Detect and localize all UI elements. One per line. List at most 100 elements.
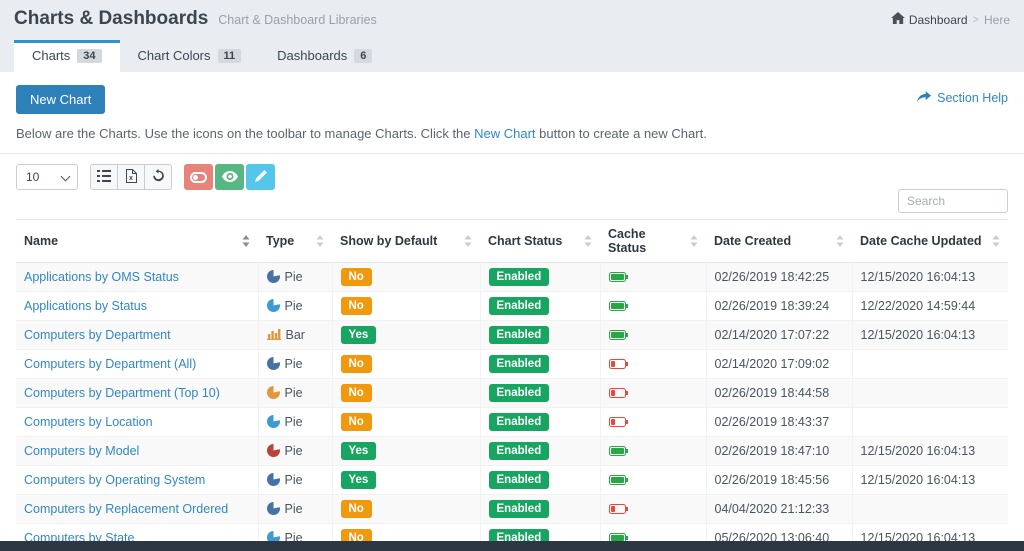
type-label: Pie [284,415,303,429]
export-excel-button[interactable]: x [117,164,145,190]
table-row: Computers by Location Pie No Enabled 02/26/2… [16,407,1008,437]
battery-full-icon [608,272,628,282]
pie-chart-icon [266,357,280,370]
cell-cache-status [599,465,706,495]
table-row: Applications by OMS Status Pie No Enabled 02… [16,262,1008,292]
refresh-button[interactable] [144,164,172,190]
cell-type: Pie [257,262,332,292]
cell-show-by-default: No [331,494,480,524]
show-by-default-badge: Yes [340,471,377,489]
charts-table: Name Type Show by Default Chart Status C… [16,219,1008,551]
cell-date-cache-updated: 12/15/2020 16:04:13 [851,320,1008,350]
chart-name-link[interactable]: Computers by Department [24,328,171,342]
cell-type: Pie [257,494,332,524]
pie-chart-icon [266,270,280,283]
cell-date-cache-updated: 12/15/2020 16:04:13 [851,465,1008,495]
column-header-show-by-default[interactable]: Show by Default [332,219,480,263]
eye-icon [221,170,238,185]
chart-name-link[interactable]: Computers by Department (All) [24,357,197,371]
breadcrumb: Dashboard > Here [890,8,1010,27]
table-row: Computers by Department (All) Pie No Enable… [16,349,1008,379]
list-view-button[interactable] [90,164,118,190]
cell-date-created: 02/26/2019 18:45:56 [705,465,852,495]
tab-bar: Charts 34 Chart Colors 11 Dashboards 6 [14,40,1010,72]
toggle-status-button[interactable] [184,164,213,190]
cell-date-cache-updated [851,494,1008,524]
toggle-icon [190,171,207,183]
battery-full-icon [608,475,628,485]
cell-type: Pie [257,349,332,379]
cell-cache-status [599,436,706,466]
chart-name-link[interactable]: Computers by Model [24,444,140,458]
cell-chart-status: Enabled [479,291,600,321]
column-header-date-created[interactable]: Date Created [706,219,852,263]
page-size-select[interactable]: 10 [16,164,78,190]
pie-chart-icon [266,415,280,428]
cell-type: Pie [257,291,332,321]
cell-type: Pie [257,378,332,408]
column-header-name[interactable]: Name [16,219,258,263]
cell-date-cache-updated: 12/15/2020 16:04:13 [851,262,1008,292]
chart-name-link[interactable]: Computers by Department (Top 10) [24,386,220,400]
chart-name-link[interactable]: Computers by Operating System [24,473,206,487]
sort-icon [584,235,592,247]
cell-date-cache-updated [851,349,1008,379]
table-row: Computers by Department Bar Yes Enabled 02/1… [16,320,1008,350]
cell-date-cache-updated: 12/15/2020 16:04:13 [851,436,1008,466]
cell-chart-status: Enabled [479,349,600,379]
breadcrumb-dashboard-link[interactable]: Dashboard [890,12,968,27]
cell-type: Pie [257,407,332,437]
section-help-link[interactable]: Section Help [917,91,1008,105]
chart-status-badge: Enabled [488,297,550,315]
new-chart-inline-link[interactable]: New Chart [474,126,536,141]
column-header-date-cache-updated[interactable]: Date Cache Updated [852,219,1008,263]
tab-charts[interactable]: Charts 34 [14,40,120,72]
column-header-type[interactable]: Type [258,219,332,263]
type-label: Pie [284,357,303,371]
cell-date-created: 02/26/2019 18:47:10 [705,436,852,466]
cell-chart-status: Enabled [479,262,600,292]
tab-dashboards[interactable]: Dashboards 6 [259,40,390,72]
pie-chart-icon [266,531,280,544]
page-description: Below are the Charts. Use the icons on t… [16,126,707,141]
cell-chart-status: Enabled [479,407,600,437]
chart-name-link[interactable]: Applications by Status [24,299,147,313]
type-label: Pie [284,386,303,400]
type-label: Pie [284,299,303,313]
tab-chart-colors[interactable]: Chart Colors 11 [120,40,260,72]
breadcrumb-current: Here [983,12,1010,27]
page-header: Charts & Dashboards Chart & Dashboard Li… [0,0,1024,72]
cell-date-created: 02/14/2020 17:07:22 [705,320,852,350]
new-chart-button[interactable]: New Chart [16,85,106,114]
search-input[interactable] [898,189,1008,213]
chart-name-link[interactable]: Computers by Replacement Ordered [24,502,229,516]
chart-status-badge: Enabled [488,413,550,431]
cell-date-created: 02/26/2019 18:43:37 [705,407,852,437]
column-header-cache-status[interactable]: Cache Status [600,219,706,263]
edit-button[interactable] [246,164,275,190]
cell-show-by-default: No [331,407,480,437]
main-content: New Chart Section Help Below are the Cha… [0,72,1024,551]
cell-name: Applications by OMS Status [16,262,258,292]
battery-low-icon [608,417,628,427]
chart-name-link[interactable]: Computers by Location [24,415,153,429]
chart-name-link[interactable]: Applications by OMS Status [24,270,179,284]
table-toolbar: 10 x [16,164,1008,213]
column-header-chart-status[interactable]: Chart Status [480,219,600,263]
cell-cache-status [599,291,706,321]
pie-chart-icon [266,502,280,515]
list-icon [97,169,111,185]
page-subtitle: Chart & Dashboard Libraries [218,13,377,27]
battery-full-icon [608,301,628,311]
tab-dashboards-count-badge: 6 [354,48,373,63]
show-by-default-badge: No [340,500,372,518]
sort-icon [316,235,324,247]
show-by-default-badge: Yes [340,442,377,460]
home-icon [890,12,905,27]
sort-icon [992,235,1000,247]
pie-chart-icon [266,386,280,399]
tab-charts-count-badge: 34 [77,48,102,63]
preview-button[interactable] [215,164,244,190]
chart-status-badge: Enabled [488,326,550,344]
cell-type: Bar [257,320,332,350]
